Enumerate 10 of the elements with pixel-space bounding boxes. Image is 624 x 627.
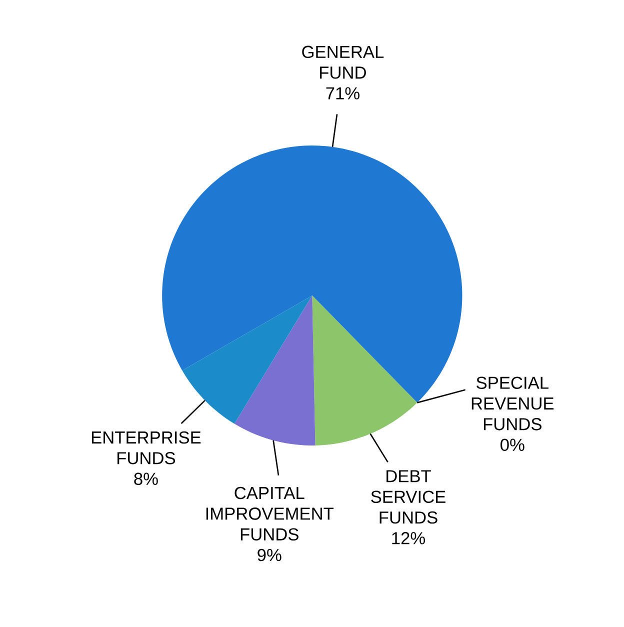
text: 0%	[500, 438, 524, 451]
legend-label: SPECIAL REVENUE FUNDS	[472, 376, 554, 430]
slice-label: DEBT SERVICE FUNDS	[370, 470, 446, 524]
slice-label: GENERAL FUND	[302, 46, 384, 79]
slice-label: CAPITAL IMPROVEMENT FUNDS	[206, 486, 334, 540]
slice-label: ENTERPRISE FUNDS	[92, 431, 200, 464]
data-label: 71%	[326, 87, 360, 100]
data-label: 8%	[134, 472, 158, 485]
data-label: 12%	[392, 532, 425, 544]
data-label: 9%	[258, 548, 282, 562]
